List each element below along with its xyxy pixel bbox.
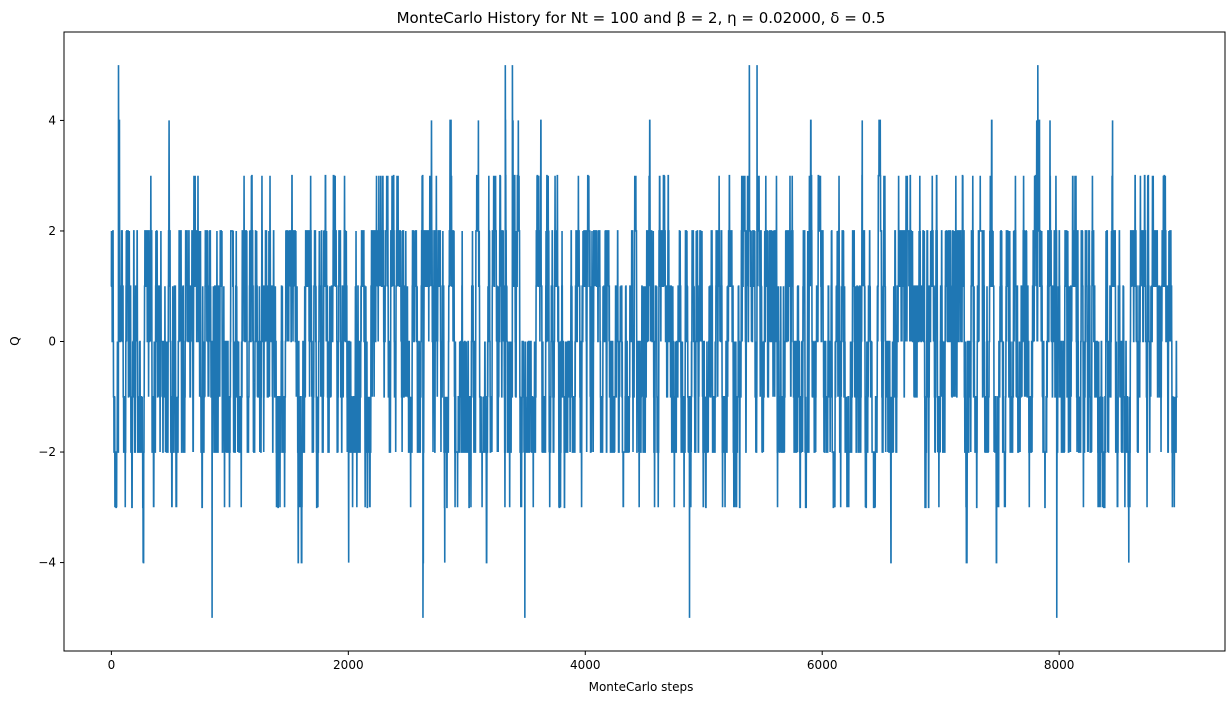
x-tick-label: 2000 — [333, 658, 364, 672]
y-tick-label: −2 — [38, 445, 56, 459]
x-axis: 0 2000 4000 6000 8000 — [108, 651, 1075, 672]
y-axis: −4 −2 0 2 4 — [38, 113, 64, 570]
y-axis-label: Q — [8, 336, 22, 345]
y-tick-label: 0 — [48, 335, 56, 349]
y-tick-label: 4 — [48, 113, 56, 127]
x-axis-label: MonteCarlo steps — [589, 680, 694, 694]
plot-area — [110, 65, 1178, 618]
x-tick-label: 0 — [108, 658, 116, 672]
x-tick-label: 4000 — [570, 658, 601, 672]
y-tick-label: 2 — [48, 224, 56, 238]
chart-title: MonteCarlo History for Nt = 100 and β = … — [397, 9, 886, 27]
series-line — [110, 65, 1178, 618]
y-tick-label: −4 — [38, 556, 56, 570]
x-tick-label: 6000 — [807, 658, 838, 672]
x-tick-label: 8000 — [1044, 658, 1075, 672]
